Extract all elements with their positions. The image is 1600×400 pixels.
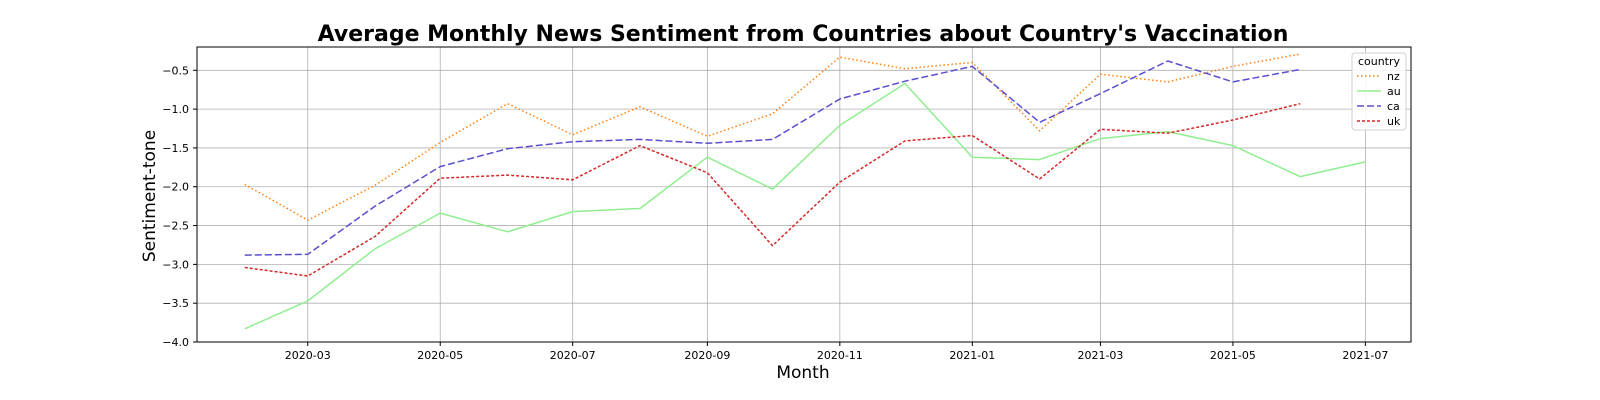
y-tick-label: −3.0 — [162, 258, 189, 271]
x-tick-label: 2021-01 — [949, 349, 995, 362]
legend-label-uk: uk — [1387, 115, 1401, 128]
x-tick-label: 2020-05 — [417, 349, 463, 362]
series-line-uk — [244, 102, 1301, 277]
y-tick-label: −1.0 — [162, 103, 189, 116]
series-line-ca — [244, 60, 1301, 256]
y-tick-label: −2.0 — [162, 181, 189, 194]
chart-title: Average Monthly News Sentiment from Coun… — [318, 22, 1289, 47]
x-tick-label: 2021-03 — [1077, 349, 1123, 362]
legend: country nz au ca uk — [1351, 52, 1407, 131]
legend-label-nz: nz — [1387, 70, 1400, 83]
x-axis-label: Month — [776, 363, 829, 383]
y-tick-label: −0.5 — [162, 64, 189, 77]
series-line-au — [244, 82, 1366, 330]
legend-title: country — [1358, 55, 1401, 68]
series-line-nz — [244, 53, 1301, 221]
legend-label-au: au — [1387, 85, 1401, 98]
y-axis-label: Sentiment-tone — [140, 130, 160, 262]
plot-area — [196, 46, 1412, 343]
y-tick-label: −3.5 — [162, 297, 189, 310]
x-tick-label: 2020-03 — [285, 349, 331, 362]
x-tick-label: 2020-09 — [684, 349, 730, 362]
x-tick-label: 2020-07 — [550, 349, 596, 362]
y-tick-label: −4.0 — [162, 336, 189, 349]
x-tick-label: 2021-05 — [1210, 349, 1256, 362]
x-tick-label: 2021-07 — [1342, 349, 1388, 362]
y-tick-label: −1.5 — [162, 142, 189, 155]
x-tick-label: 2020-11 — [817, 349, 863, 362]
y-tick-label: −2.5 — [162, 220, 189, 233]
legend-label-ca: ca — [1387, 100, 1400, 113]
